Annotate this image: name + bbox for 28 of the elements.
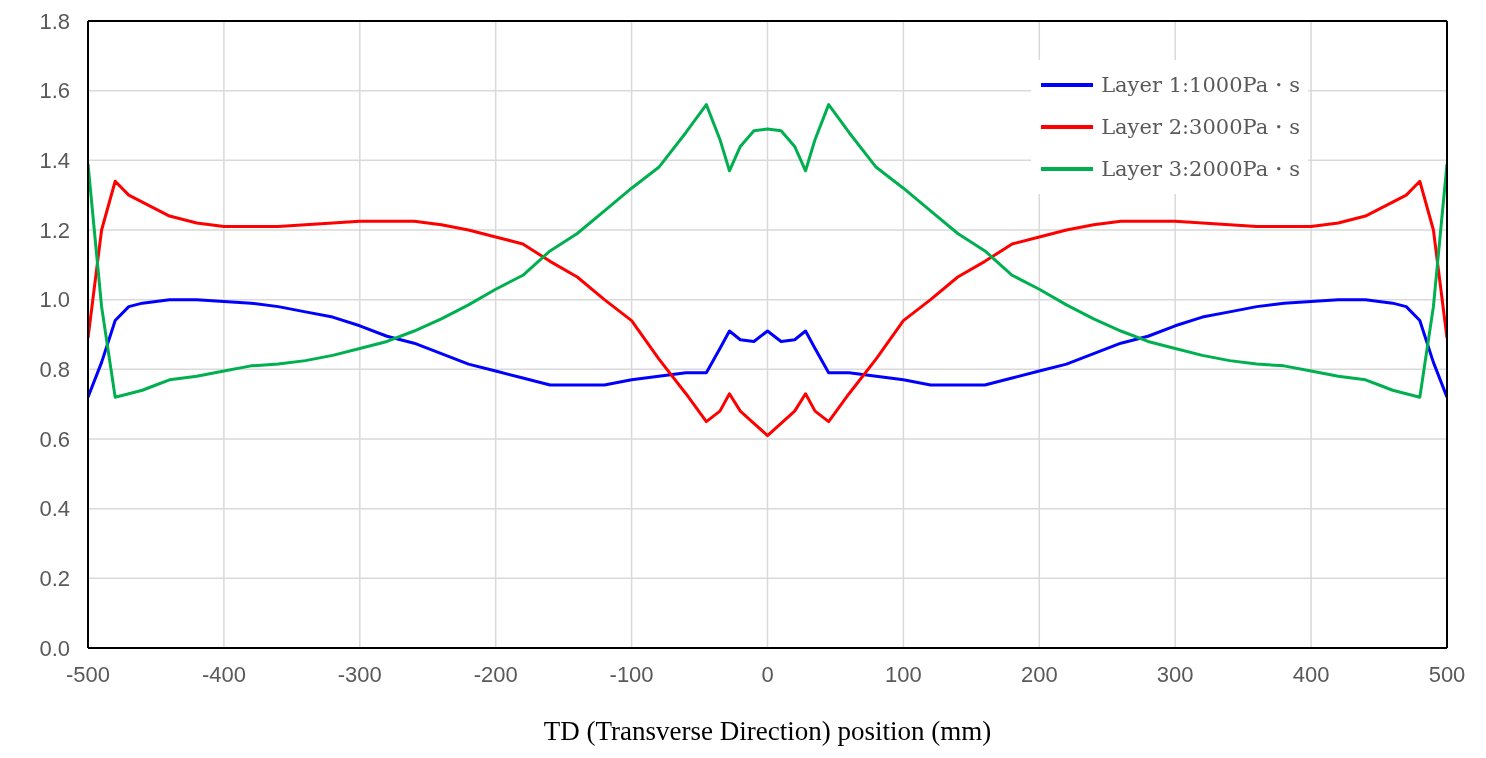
x-tick-label: 500: [1428, 661, 1466, 687]
x-tick-label: -200: [473, 661, 518, 687]
y-tick-label: 0.6: [39, 426, 70, 452]
x-tick-label: 400: [1292, 661, 1330, 687]
y-tick-label: 1.2: [39, 217, 70, 243]
y-tick-label: 1.0: [39, 287, 70, 313]
line-series: [88, 298, 1447, 399]
y-tick-label: 0.8: [39, 357, 70, 383]
x-tick-label: 300: [1156, 661, 1194, 687]
y-tick-label: 0.4: [39, 496, 70, 522]
y-tick-label: 0.2: [39, 566, 70, 592]
y-tick-label: 1.6: [39, 78, 70, 104]
x-tick-label: -100: [609, 661, 654, 687]
x-tick-label: -500: [65, 661, 111, 687]
line-series: [88, 103, 1447, 399]
legend-label: Layer 2:3000Pa・s: [1101, 114, 1300, 141]
x-tick-label: 100: [885, 661, 922, 687]
legend-label: Layer 1:1000Pa・s: [1101, 72, 1300, 99]
x-tick-label: 200: [1020, 661, 1058, 687]
line-series: [88, 179, 1447, 438]
y-tick-label: 0.0: [39, 635, 70, 661]
legend-label: Layer 3:2000Pa・s: [1101, 156, 1300, 183]
y-tick-label: 1.8: [39, 8, 70, 34]
x-axis-title: TD (Transverse Direction) position (mm): [543, 716, 992, 746]
y-tick-label: 1.4: [39, 148, 70, 174]
x-tick-label: 0: [761, 661, 774, 687]
x-tick-label: -400: [201, 661, 246, 687]
x-tick-label: -300: [337, 661, 382, 687]
